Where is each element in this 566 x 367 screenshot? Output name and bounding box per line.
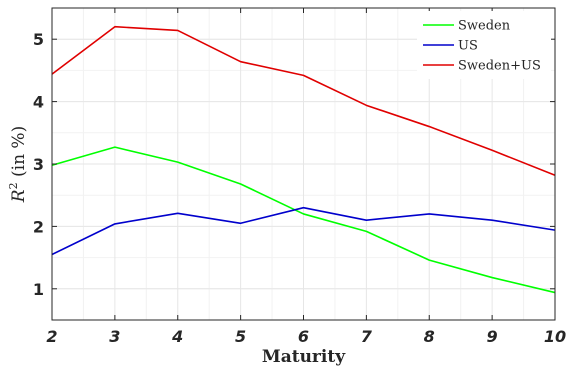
x-tick-label: 9 xyxy=(487,327,498,346)
x-tick-label: 4 xyxy=(171,327,183,346)
x-tick-label: 8 xyxy=(424,327,435,346)
series-lines xyxy=(51,25,556,294)
x-tick-label: 3 xyxy=(109,327,120,346)
y-tick-labels: 1 2 3 4 5 xyxy=(33,30,44,299)
x-tick-label: 6 xyxy=(298,327,309,346)
y-axis-label-main: R xyxy=(9,189,29,203)
series-line-sweden-us xyxy=(51,25,556,176)
y-tick-label: 4 xyxy=(33,93,44,112)
legend-label-sweden: Sweden xyxy=(458,19,511,34)
y-tick-label: 3 xyxy=(33,155,44,174)
series-line-us xyxy=(51,206,556,256)
legend: Sweden US Sweden+US xyxy=(417,11,551,79)
legend-label-us: US xyxy=(458,39,478,54)
y-axis-label: R2 (in %) xyxy=(7,126,29,203)
series-line-sweden xyxy=(51,146,556,294)
x-tick-label: 5 xyxy=(235,327,246,346)
x-tick-label: 10 xyxy=(544,327,566,346)
y-tick-label: 2 xyxy=(33,217,44,236)
y-axis-label-rest: (in %) xyxy=(9,126,29,183)
legend-label-sweden-us: Sweden+US xyxy=(458,59,541,74)
y-tick-label: 5 xyxy=(33,30,44,49)
y-axis-label-superscript: 2 xyxy=(7,182,20,189)
x-tick-label: 2 xyxy=(46,327,57,346)
x-axis-label: Maturity xyxy=(262,347,346,367)
y-tick-label: 1 xyxy=(33,280,44,299)
x-tick-label: 7 xyxy=(361,327,373,346)
x-tick-labels: 2 3 4 5 6 7 8 9 10 xyxy=(46,327,566,346)
